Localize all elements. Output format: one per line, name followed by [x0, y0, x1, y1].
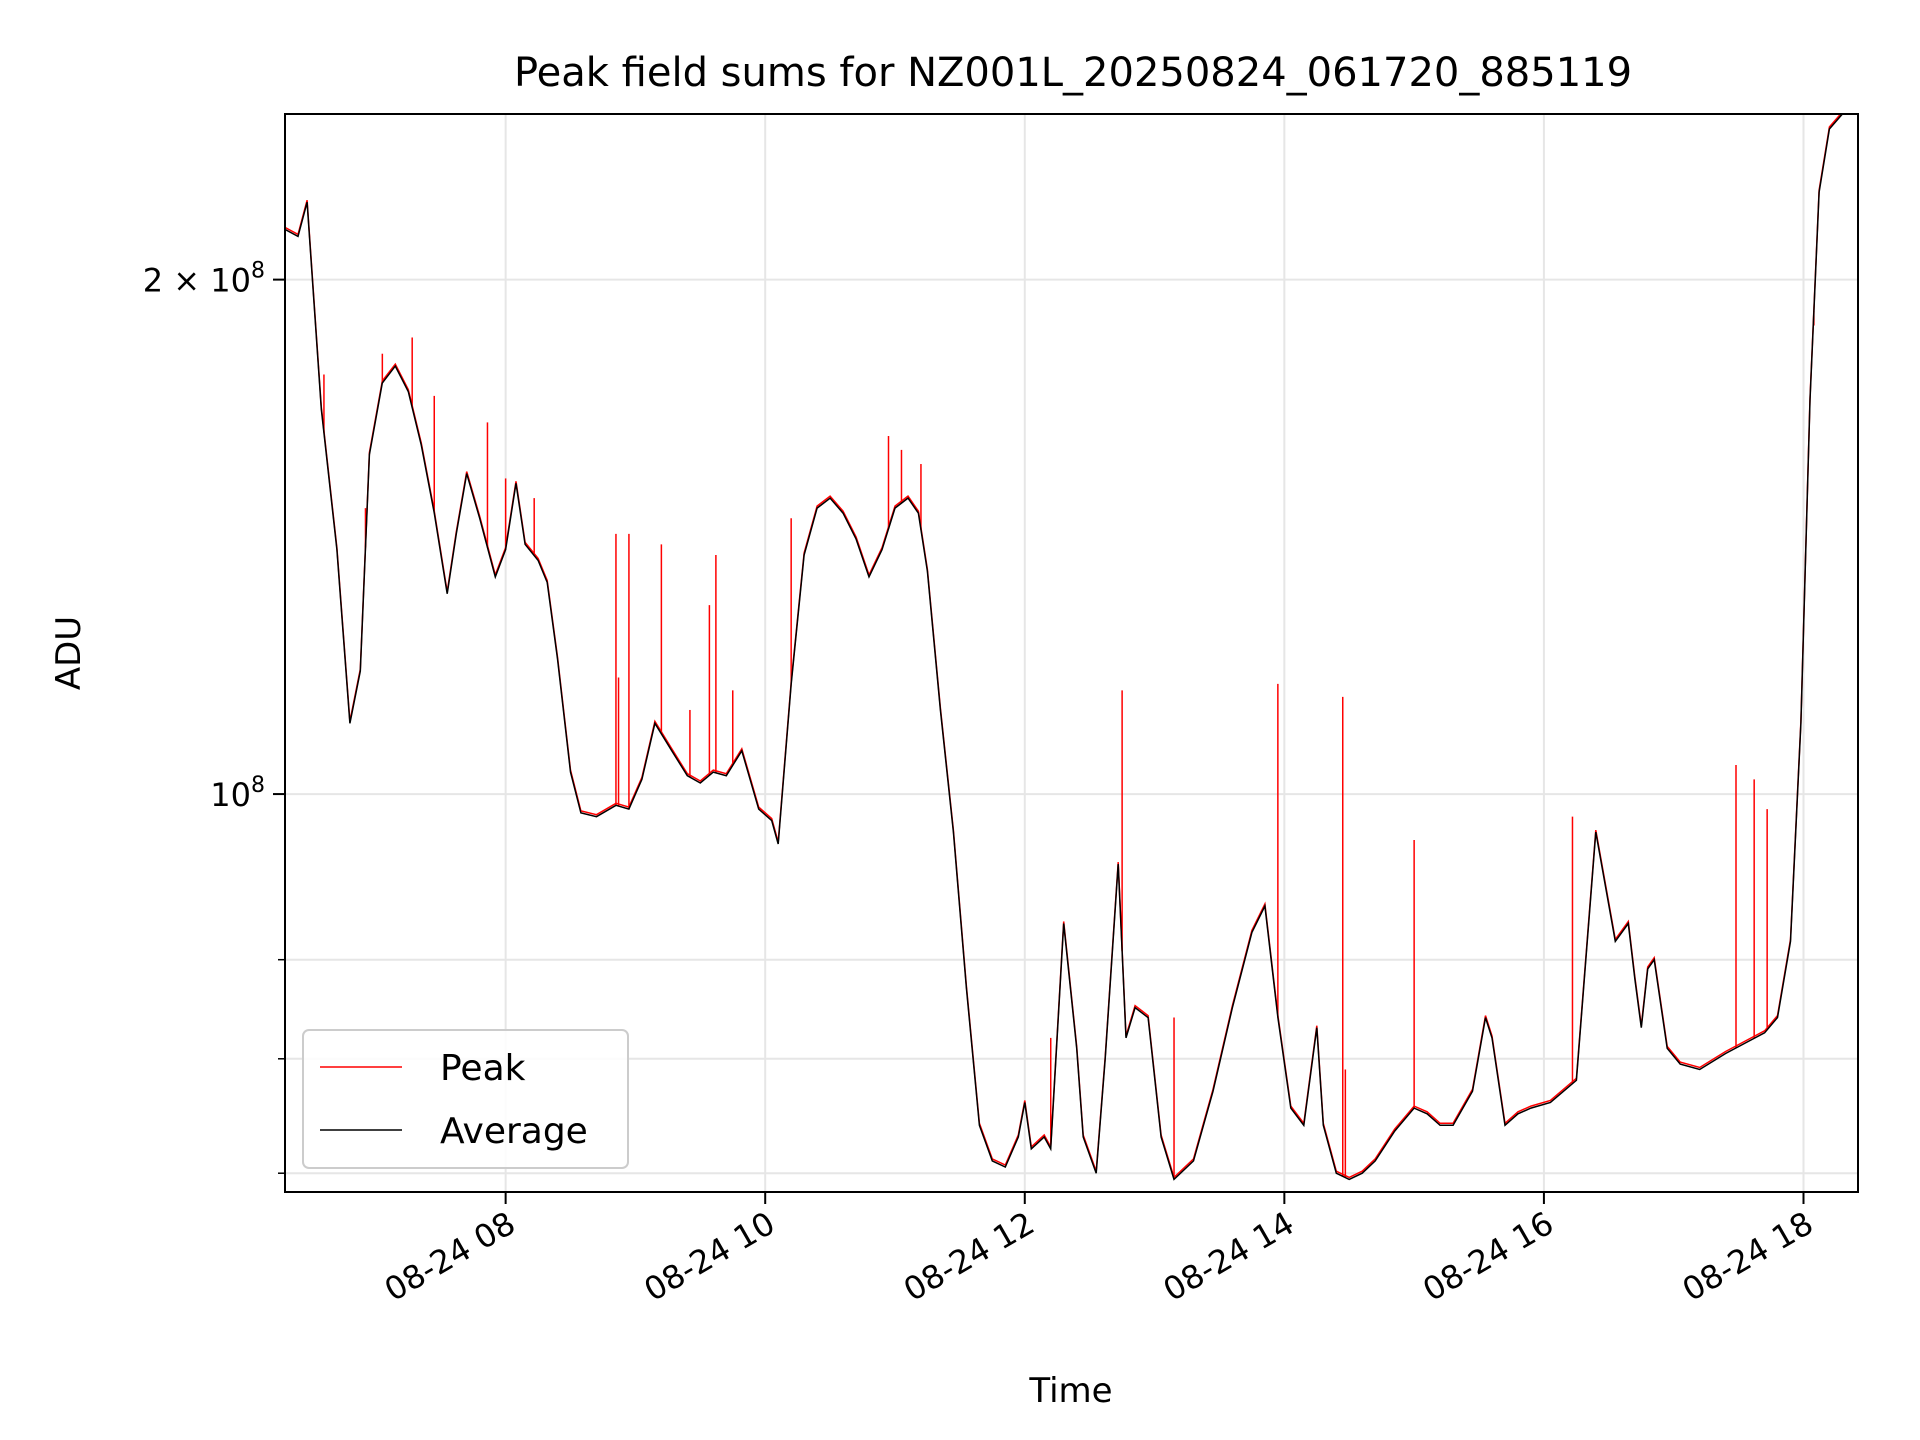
y-axis-label: ADU — [49, 616, 89, 690]
x-axis-label: Time — [1028, 1371, 1112, 1411]
legend-label-peak: Peak — [440, 1048, 526, 1089]
legend-label-average: Average — [440, 1111, 588, 1152]
legend-box — [302, 1029, 629, 1169]
plot-frame — [284, 113, 1859, 1193]
legend: Peak Average — [302, 1029, 629, 1169]
chart-title: Peak field sums for NZ001L_20250824_0617… — [514, 50, 1632, 96]
series-line-average — [285, 114, 1858, 1181]
series-layer — [285, 114, 1858, 1181]
y-tick-label: 2 × 108 — [143, 259, 265, 300]
